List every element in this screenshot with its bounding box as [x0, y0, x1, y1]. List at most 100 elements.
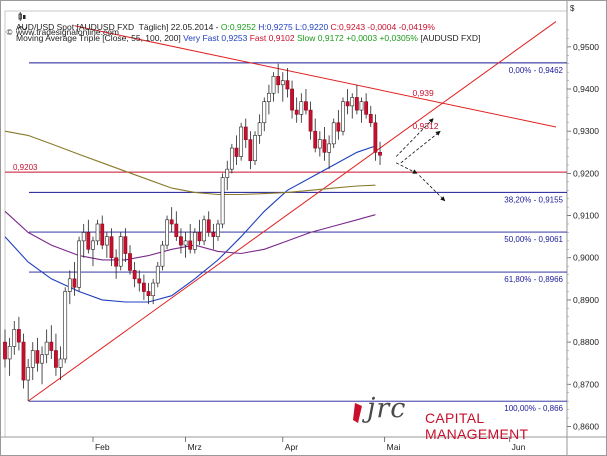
- candle-body: [280, 80, 285, 86]
- logo-mark-icon: [353, 403, 362, 423]
- candle-body: [206, 219, 211, 233]
- candle-body: [368, 114, 373, 124]
- candle-body: [211, 232, 216, 237]
- candle-body: [16, 329, 21, 343]
- low-value: L:0,9220: [292, 22, 329, 32]
- y-tick-label: 0,9400: [573, 84, 599, 94]
- logo-jrc: jrc: [367, 393, 407, 424]
- candle-body: [317, 139, 322, 149]
- candle-body: [67, 278, 72, 292]
- price-annotation: 0,939: [412, 88, 434, 98]
- copyright-icon: ©: [6, 28, 13, 37]
- candle-body: [95, 223, 100, 242]
- candle-body: [49, 341, 54, 351]
- candle-body: [234, 147, 239, 157]
- candle-body: [160, 244, 165, 267]
- y-tick-label: 0,8700: [573, 379, 599, 389]
- projection-arrow: [419, 175, 446, 202]
- x-tick-label: Jun: [512, 442, 526, 452]
- candle-body: [192, 232, 197, 250]
- candle-body: [229, 147, 234, 170]
- fib-level-label: 50,00% - 0,9061: [504, 235, 563, 244]
- plot-area: [4, 10, 568, 438]
- fib-level-label: 61,80% - 0,8966: [504, 275, 563, 284]
- indicator-symbol: [AUDUSD FXD]: [418, 33, 481, 43]
- trendline-1: [27, 21, 557, 402]
- x-tick-label: Mai: [387, 442, 401, 452]
- candle-body: [294, 109, 299, 115]
- candle-body: [77, 240, 81, 288]
- candle-body: [262, 101, 267, 124]
- header-line-2: Moving Average Triple [Close, 55, 100, 2…: [5, 15, 480, 43]
- open-value: O:0,9252: [220, 22, 256, 32]
- candle-body: [142, 282, 146, 292]
- candle-body: [54, 350, 58, 368]
- candle-body: [257, 122, 262, 136]
- candle-body: [364, 101, 369, 115]
- candle-body: [123, 236, 128, 254]
- candle-body: [183, 240, 188, 246]
- candle-body: [331, 122, 336, 145]
- candle-body: [197, 232, 202, 242]
- candle-body: [146, 291, 151, 297]
- candle-body: [44, 341, 49, 356]
- y-tick-label: 0,8900: [573, 295, 599, 305]
- ma-slow-line: [4, 130, 376, 196]
- y-tick-label: 0,9000: [573, 253, 599, 263]
- close-value: C:0,9243 -0,0004 -0,0419%: [328, 22, 435, 32]
- y-tick-label: 0,9300: [573, 126, 599, 136]
- candle-body: [91, 240, 95, 250]
- candle-body: [378, 151, 382, 156]
- candle-body: [345, 101, 350, 107]
- company-logo: jrc CAPITAL MANAGEMENT: [353, 393, 563, 442]
- candle-body: [253, 135, 257, 162]
- x-tick-label: Feb: [95, 442, 110, 452]
- candle-body: [104, 236, 109, 246]
- candle-body: [63, 291, 68, 360]
- wave-icon: [5, 15, 28, 43]
- candle-body: [271, 76, 276, 94]
- candle-body: [132, 270, 137, 280]
- candle-body: [118, 236, 123, 267]
- header-line-3: © www.tradesignalonline.com: [5, 27, 119, 37]
- high-value: H:0,9275: [255, 22, 293, 32]
- candle-body: [128, 253, 132, 271]
- candle-body: [308, 109, 313, 132]
- projection-arrow: [395, 118, 434, 157]
- candle-body: [81, 232, 86, 242]
- candle-body: [350, 97, 355, 107]
- candle-body: [72, 278, 77, 288]
- x-tick-label: Apr: [285, 442, 298, 452]
- ma-fast-value: Fast 0,9102: [247, 33, 295, 43]
- candle-body: [26, 367, 31, 381]
- candle-body: [220, 177, 225, 225]
- ma-slow-value: Slow 0,9172 +0,0003 +0,0305%: [294, 33, 418, 43]
- candle-body: [304, 101, 308, 111]
- candle-body: [169, 219, 174, 225]
- source-url: www.tradesignalonline.com: [16, 27, 119, 37]
- candle-body: [58, 358, 63, 368]
- indicator-name: Moving Average Triple [Close, 55, 100, 2…: [16, 33, 181, 43]
- candle-body: [40, 354, 44, 364]
- candle-body: [155, 265, 160, 284]
- candle-body: [137, 278, 142, 284]
- candle-body: [100, 223, 105, 246]
- candle-body: [327, 143, 332, 153]
- candle-body: [267, 92, 271, 102]
- candle-body: [341, 101, 345, 132]
- candle-body: [290, 88, 294, 111]
- projection-arrow: [400, 130, 441, 164]
- y-tick-label: 0,8800: [573, 337, 599, 347]
- candle-body: [285, 80, 290, 90]
- y-tick-label: 0,9200: [573, 168, 599, 178]
- fib-level-label: 100,00% - 0,866: [504, 404, 563, 413]
- candle-body: [179, 236, 183, 246]
- candle-body: [21, 341, 26, 381]
- y-tick-label: 0,9100: [573, 211, 599, 221]
- candle-body: [216, 223, 220, 237]
- projection-arrow: [396, 162, 418, 174]
- candle-body: [248, 139, 253, 162]
- candle-body: [151, 282, 156, 297]
